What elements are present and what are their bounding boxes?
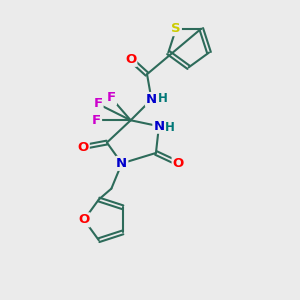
Text: F: F [107, 92, 116, 104]
Text: N: N [146, 93, 157, 106]
Text: H: H [158, 92, 168, 105]
Text: O: O [172, 157, 184, 170]
Text: O: O [77, 140, 89, 154]
Text: N: N [153, 120, 164, 133]
Text: N: N [116, 157, 127, 170]
Text: F: F [92, 114, 101, 127]
Text: H: H [165, 121, 175, 134]
Text: O: O [125, 53, 136, 66]
Text: O: O [78, 213, 90, 226]
Text: S: S [171, 22, 181, 35]
Text: F: F [93, 98, 103, 110]
